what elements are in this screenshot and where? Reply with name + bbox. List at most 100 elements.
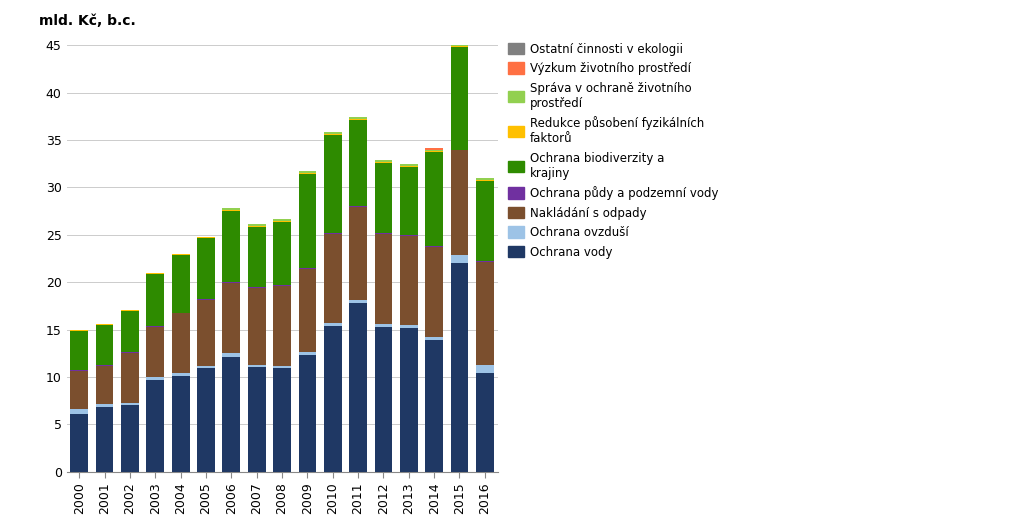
Bar (349, 207, 367, 300)
Bar (121, 352, 139, 353)
Bar (451, 263, 468, 472)
Bar (299, 268, 316, 269)
Bar (349, 120, 367, 206)
Bar (121, 311, 139, 352)
Bar (146, 273, 164, 326)
Bar (146, 327, 164, 377)
Bar (299, 355, 316, 472)
Bar (95, 407, 114, 472)
Bar (400, 166, 418, 167)
Bar (425, 151, 443, 152)
Bar (375, 163, 392, 233)
Bar (198, 238, 215, 299)
Bar (425, 337, 443, 340)
Bar (324, 135, 342, 233)
Bar (172, 373, 189, 376)
Bar (425, 152, 443, 246)
Bar (451, 150, 468, 254)
Bar (349, 206, 367, 207)
Bar (222, 208, 241, 210)
Bar (324, 234, 342, 323)
Bar (451, 46, 468, 47)
Bar (71, 331, 88, 370)
Bar (451, 44, 468, 46)
Bar (121, 353, 139, 404)
Bar (222, 282, 241, 283)
Bar (172, 254, 189, 313)
Bar (299, 269, 316, 352)
Bar (476, 373, 494, 472)
Bar (400, 236, 418, 325)
Bar (299, 174, 316, 268)
Bar (476, 364, 494, 373)
Bar (95, 366, 114, 405)
Bar (324, 323, 342, 326)
Bar (248, 364, 265, 368)
Bar (400, 327, 418, 472)
Bar (375, 233, 392, 234)
Bar (324, 134, 342, 135)
Bar (400, 167, 418, 235)
Bar (273, 222, 291, 285)
Bar (349, 117, 367, 119)
Bar (425, 150, 443, 151)
Bar (146, 326, 164, 327)
Bar (476, 178, 494, 180)
Bar (172, 313, 189, 314)
Bar (400, 235, 418, 236)
Bar (273, 366, 291, 368)
Bar (375, 162, 392, 163)
Bar (222, 211, 241, 282)
Bar (349, 300, 367, 303)
Bar (71, 371, 88, 409)
Bar (146, 380, 164, 472)
Bar (248, 224, 265, 226)
Bar (476, 180, 494, 181)
Bar (476, 181, 494, 261)
Bar (121, 404, 139, 405)
Bar (71, 370, 88, 371)
Bar (324, 233, 342, 234)
Bar (324, 326, 342, 472)
Bar (375, 324, 392, 327)
Bar (222, 353, 241, 357)
Bar (476, 261, 494, 262)
Bar (299, 173, 316, 174)
Bar (146, 377, 164, 380)
Bar (400, 164, 418, 166)
Bar (248, 227, 265, 287)
Bar (476, 262, 494, 364)
Bar (375, 160, 392, 162)
Bar (248, 368, 265, 472)
Bar (349, 303, 367, 472)
Bar (198, 366, 215, 368)
Text: mld. Kč, b.c.: mld. Kč, b.c. (39, 14, 135, 28)
Bar (425, 340, 443, 472)
Bar (172, 314, 189, 373)
Bar (273, 368, 291, 472)
Bar (451, 47, 468, 150)
Bar (172, 376, 189, 472)
Bar (273, 218, 291, 221)
Bar (95, 325, 114, 364)
Bar (222, 210, 241, 211)
Bar (425, 148, 443, 150)
Bar (349, 119, 367, 120)
Bar (375, 234, 392, 324)
Bar (375, 327, 392, 472)
Legend: Ostatní činnosti v ekologii, Výzkum životního prostředí, Správa v ochraně životn: Ostatní činnosti v ekologii, Výzkum živo… (508, 43, 719, 259)
Bar (400, 325, 418, 327)
Bar (121, 405, 139, 472)
Bar (248, 226, 265, 227)
Bar (198, 368, 215, 472)
Bar (425, 247, 443, 337)
Bar (451, 254, 468, 263)
Bar (299, 171, 316, 173)
Bar (273, 286, 291, 366)
Bar (299, 352, 316, 355)
Bar (71, 409, 88, 414)
Bar (273, 221, 291, 222)
Bar (222, 357, 241, 472)
Bar (222, 283, 241, 353)
Bar (425, 246, 443, 247)
